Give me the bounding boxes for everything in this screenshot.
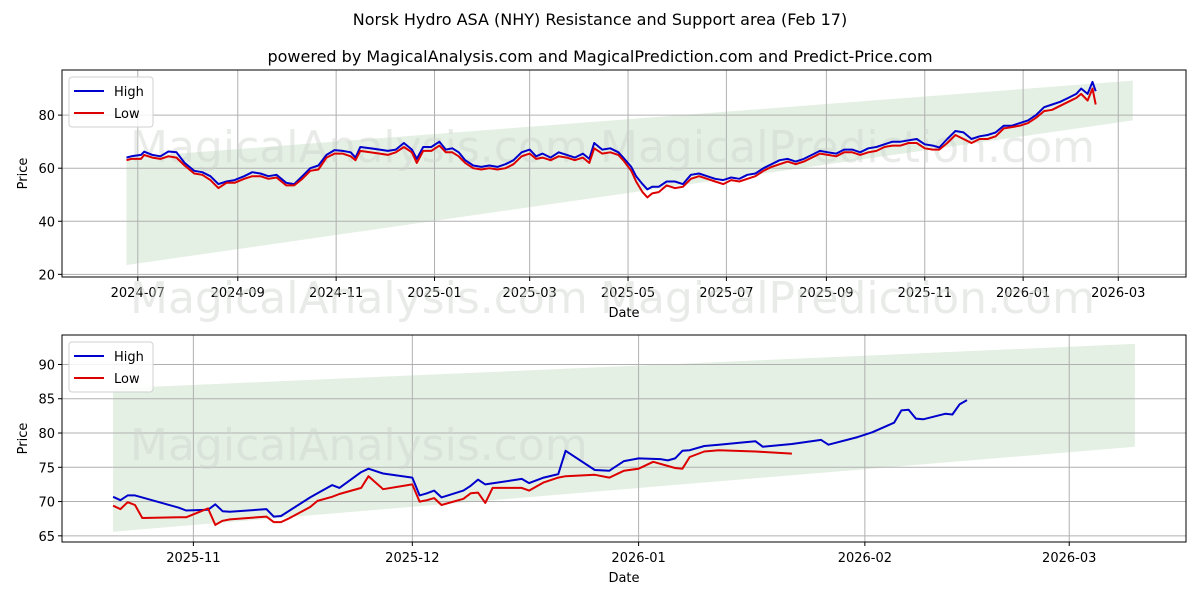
watermark: MagicalAnalysis.com	[130, 273, 588, 324]
y-tick-label: 80	[38, 109, 55, 124]
x-tick-label: 2026-01	[996, 286, 1050, 301]
watermark: MagicalPrediction.com	[600, 273, 1095, 324]
x-tick-label: 2025-03	[502, 286, 556, 301]
axes-frame	[61, 69, 1187, 278]
legend-box	[68, 341, 154, 393]
y-tick-label: 60	[38, 162, 55, 177]
x-tick-label: 2025-11	[166, 551, 220, 566]
y-axis-label: Price	[16, 158, 31, 190]
x-tick-label: 2026-03	[1042, 551, 1096, 566]
series-low-line	[126, 87, 1097, 199]
y-tick-label: 85	[38, 393, 55, 408]
y-tick-label: 65	[38, 530, 55, 545]
x-tick-label: 2026-01	[611, 551, 665, 566]
x-tick-label: 2024-07	[111, 286, 165, 301]
series-high-line	[112, 399, 968, 518]
legend-high-label: High	[114, 85, 144, 100]
support-resistance-band	[126, 80, 1133, 266]
y-tick-label: 90	[38, 358, 55, 373]
x-axis-label: Date	[608, 306, 639, 321]
x-tick-label: 2024-11	[309, 286, 363, 301]
y-tick-label: 75	[38, 461, 55, 476]
y-tick-label: 70	[38, 496, 55, 511]
y-axis-label: Price	[16, 423, 31, 455]
chart-subtitle: powered by MagicalAnalysis.com and Magic…	[267, 47, 933, 66]
legend-low-label: Low	[114, 107, 140, 122]
x-tick-label: 2025-12	[385, 551, 439, 566]
x-tick-label: 2025-05	[601, 286, 655, 301]
series-high-line	[126, 80, 1097, 191]
legend-low-label: Low	[114, 372, 140, 387]
chart-title: Norsk Hydro ASA (NHY) Resistance and Sup…	[352, 10, 848, 29]
axes-frame	[61, 334, 1187, 543]
x-tick-label: 2026-03	[1091, 286, 1145, 301]
watermark: MagicalPrediction.com	[600, 122, 1095, 173]
y-tick-label: 40	[38, 215, 55, 230]
y-tick-label: 20	[38, 268, 55, 283]
legend-high-label: High	[114, 350, 144, 365]
x-tick-label: 2025-01	[407, 286, 461, 301]
x-tick-label: 2024-09	[211, 286, 265, 301]
x-axis-label: Date	[608, 571, 639, 586]
x-tick-label: 2025-07	[699, 286, 753, 301]
y-tick-label: 80	[38, 427, 55, 442]
series-low-line	[112, 449, 792, 526]
watermark: MagicalAnalysis.com	[130, 420, 588, 471]
x-tick-label: 2026-02	[838, 551, 892, 566]
x-tick-label: 2025-09	[799, 286, 853, 301]
x-tick-label: 2025-11	[898, 286, 952, 301]
legend-box	[68, 76, 154, 128]
support-resistance-band	[113, 343, 1135, 532]
watermark: MagicalAnalysis.com	[130, 122, 588, 173]
